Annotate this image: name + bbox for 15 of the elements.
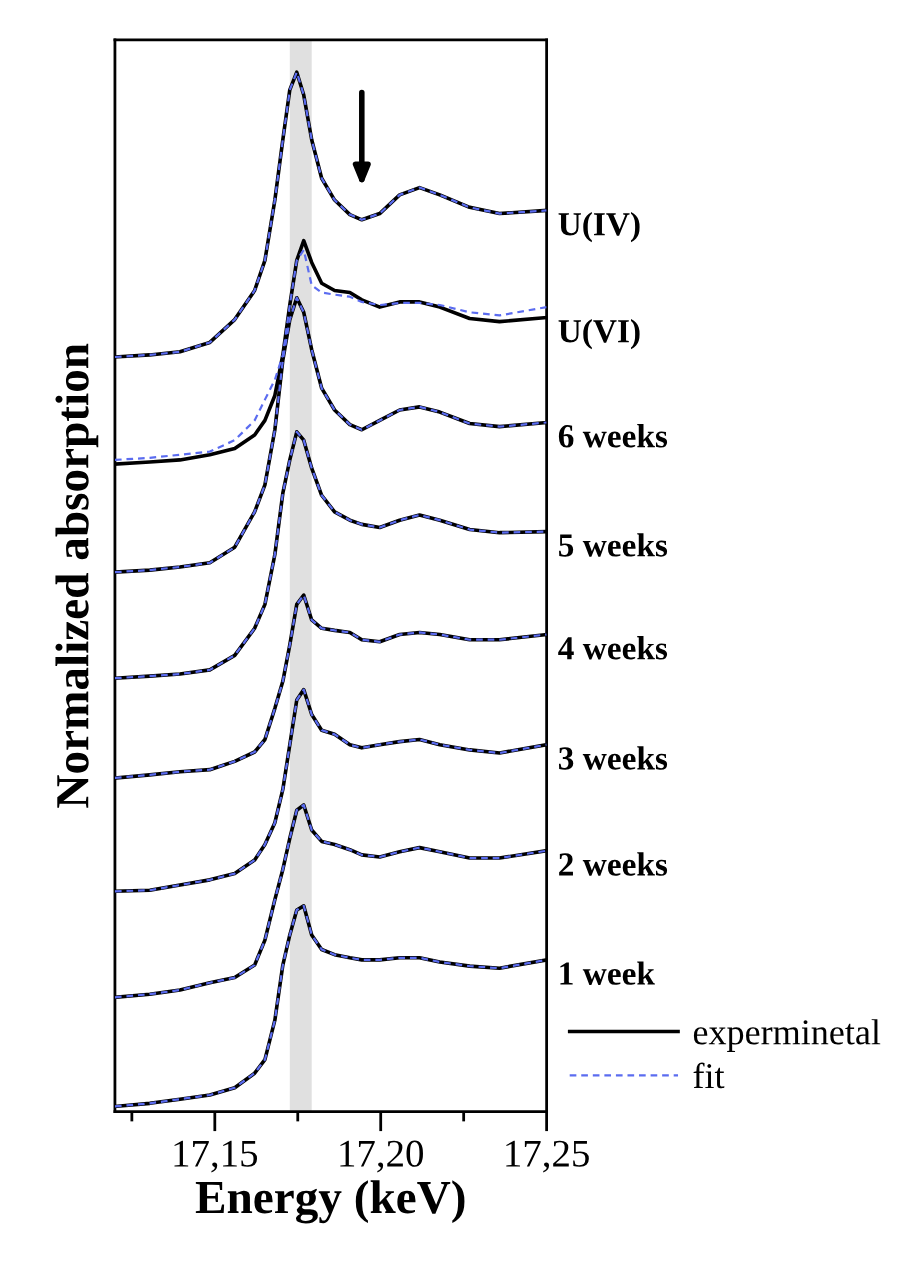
text: 2 weeks xyxy=(559,852,668,876)
text: 3 weeks xyxy=(558,746,668,770)
legend-label: fit xyxy=(693,1062,725,1089)
text: 5 weeks xyxy=(559,533,668,557)
x-tick-label: 17,15 xyxy=(174,1140,258,1173)
text: 1 week xyxy=(560,961,655,985)
legend-label: experminetal xyxy=(693,1019,881,1052)
text: U(VI) xyxy=(558,319,640,350)
text: U(IV) xyxy=(558,211,640,243)
text: 4 weeks xyxy=(558,636,668,660)
y-axis-title: Normalized absorption xyxy=(55,343,99,808)
x-axis-title: Energy (keV) xyxy=(195,1180,465,1224)
x-tick-label: 17,20 xyxy=(340,1140,423,1173)
x-tick-label: 17,25 xyxy=(506,1140,589,1173)
text: 6 weeks xyxy=(558,424,668,448)
